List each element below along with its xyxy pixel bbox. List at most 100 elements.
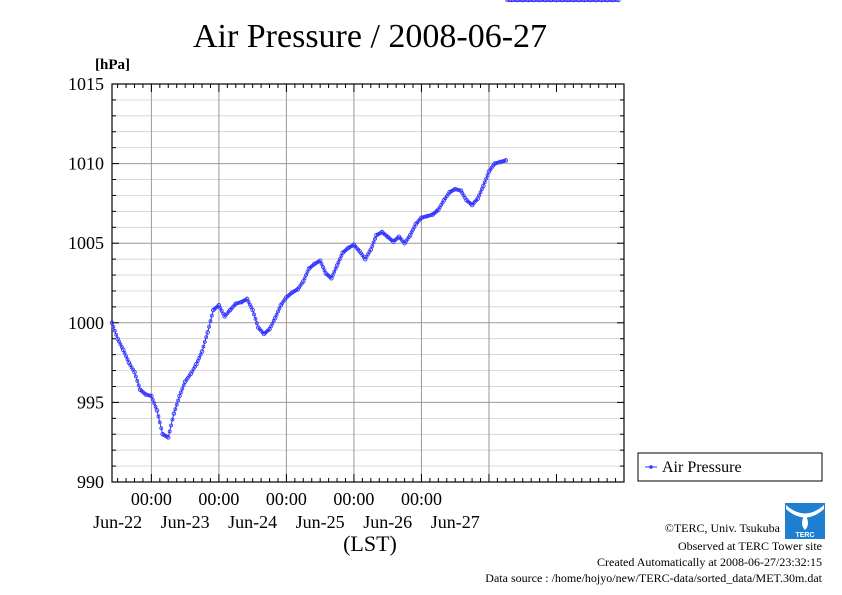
- data-point: [591, 0, 595, 2]
- data-point: [302, 276, 307, 281]
- series-line: [111, 159, 506, 439]
- data-point: [121, 347, 126, 353]
- data-point: [610, 0, 615, 3]
- data-point: [156, 414, 161, 419]
- data-point: [531, 0, 537, 3]
- data-point: [559, 0, 565, 3]
- data-point: [616, 0, 621, 3]
- data-point: [167, 429, 172, 434]
- data-point: [557, 0, 562, 2]
- data-point: [582, 0, 587, 3]
- data-point: [197, 355, 202, 360]
- data-point: [270, 321, 275, 326]
- terc-logo: TERC: [785, 503, 825, 539]
- credit-observed: Observed at TERC Tower site: [678, 539, 822, 553]
- data-point: [563, 0, 567, 2]
- y-tick-label: 1005: [68, 233, 104, 253]
- y-axis-unit: [hPa]: [95, 57, 130, 73]
- data-point: [578, 0, 583, 2]
- data-point: [520, 0, 525, 3]
- credit-data-source: Data source : /home/hojyo/new/TERC-data/…: [485, 571, 822, 585]
- data-point: [505, 0, 510, 2]
- data-point: [150, 397, 155, 402]
- data-point: [174, 402, 179, 407]
- data-point: [177, 393, 182, 399]
- data-point: [209, 313, 214, 318]
- data-point: [554, 0, 559, 3]
- data-point: [122, 351, 127, 355]
- data-point: [584, 0, 588, 2]
- data-point: [565, 0, 570, 3]
- data-point: [301, 279, 306, 284]
- data-point: [169, 423, 173, 428]
- credit-copyright: ©TERC, Univ. Tsukuba: [665, 521, 781, 535]
- x-tick-day-label: Jun-23: [161, 512, 210, 532]
- chart-title: Air Pressure / 2008-06-27: [193, 18, 547, 55]
- data-point: [604, 0, 610, 3]
- data-point: [194, 361, 199, 367]
- data-point: [276, 309, 280, 314]
- data-point: [602, 0, 607, 2]
- data-point: [332, 269, 337, 274]
- series-air-pressure: [109, 0, 621, 440]
- data-point: [199, 349, 205, 354]
- data-point: [568, 0, 573, 2]
- data-point: [527, 0, 532, 2]
- data-point: [319, 261, 324, 266]
- data-point: [475, 196, 480, 201]
- legend-marker: [649, 465, 653, 469]
- y-tick-label: 1010: [68, 154, 104, 174]
- legend-label: Air Pressure: [662, 459, 742, 476]
- data-point: [518, 0, 522, 2]
- data-point: [170, 417, 175, 422]
- data-point: [329, 275, 334, 281]
- data-point: [587, 0, 593, 3]
- data-point: [572, 0, 577, 2]
- data-point: [336, 260, 341, 265]
- data-point: [124, 354, 128, 359]
- x-tick-time-label: 00:00: [333, 489, 374, 509]
- data-point: [540, 0, 545, 2]
- data-point: [166, 435, 171, 440]
- data-point: [608, 0, 612, 2]
- data-point: [514, 0, 520, 3]
- data-point: [368, 247, 374, 252]
- data-point: [589, 0, 594, 2]
- data-point: [533, 0, 538, 2]
- data-point: [250, 307, 255, 313]
- y-tick-label: 1000: [68, 313, 104, 333]
- data-point: [512, 0, 517, 2]
- data-point: [219, 308, 224, 313]
- data-point: [522, 0, 527, 2]
- data-point: [154, 408, 160, 413]
- data-point: [136, 383, 141, 388]
- x-tick-day-label: Jun-24: [228, 512, 277, 532]
- data-point: [585, 0, 590, 2]
- data-point: [613, 0, 618, 2]
- data-point: [571, 0, 576, 3]
- data-point: [111, 324, 116, 329]
- data-point: [485, 173, 490, 178]
- data-point: [171, 411, 177, 416]
- data-point: [152, 401, 157, 406]
- data-point: [579, 0, 584, 2]
- data-point: [195, 359, 200, 363]
- data-point: [304, 273, 309, 277]
- data-point: [551, 0, 556, 2]
- y-tick-label: 995: [77, 392, 104, 412]
- data-point: [506, 0, 511, 2]
- data-point: [409, 230, 414, 235]
- data-point: [509, 0, 514, 3]
- data-point: [612, 0, 617, 2]
- data-point: [561, 0, 566, 2]
- data-point: [274, 312, 279, 317]
- x-tick-day-label: Jun-25: [296, 512, 345, 532]
- data-point: [576, 0, 582, 3]
- data-point: [593, 0, 599, 3]
- data-point: [317, 258, 323, 263]
- data-point: [149, 393, 154, 399]
- data-point: [539, 0, 543, 2]
- data-point: [537, 0, 542, 3]
- x-tick-time-label: 00:00: [131, 489, 172, 509]
